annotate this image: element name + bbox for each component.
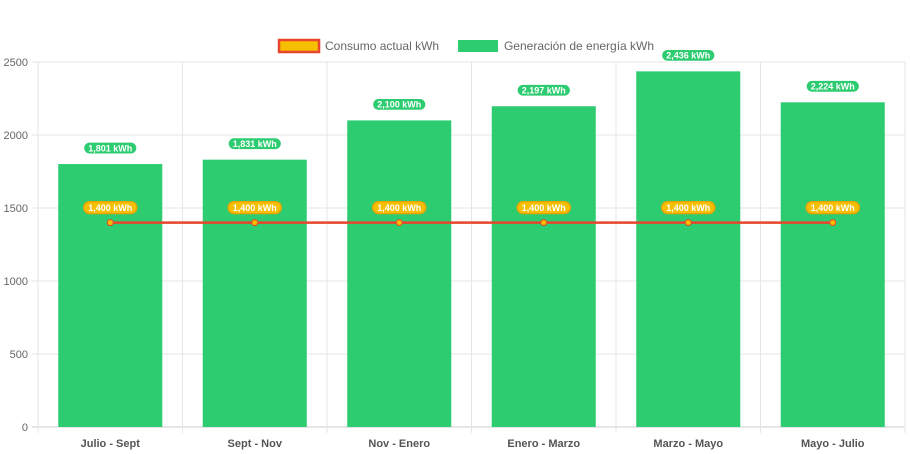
bar-data-label-bg bbox=[371, 97, 427, 112]
line-point-5[interactable] bbox=[829, 219, 837, 227]
line-data-label-bg bbox=[516, 201, 572, 215]
bar-data-label-bg bbox=[805, 79, 861, 93]
bar-data-label: 1,801 kWh bbox=[82, 141, 138, 155]
line-point-4[interactable] bbox=[684, 219, 692, 227]
bar-4[interactable] bbox=[636, 71, 741, 428]
x-tick-label: Enero - Marzo bbox=[507, 438, 580, 450]
line-data-label-text: 1,400 kWh bbox=[233, 203, 277, 213]
line-data-label: 1,400 kWh bbox=[660, 201, 716, 215]
line-data-label-text: 1,400 kWh bbox=[377, 203, 421, 213]
line-data-label-text: 1,400 kWh bbox=[88, 203, 132, 213]
bar-data-label: 2,197 kWh bbox=[516, 83, 572, 97]
bar-data-label-bg bbox=[82, 141, 138, 155]
line-data-label-text: 1,400 kWh bbox=[666, 203, 710, 213]
bar-3[interactable] bbox=[491, 106, 596, 427]
y-tick-label: 0 bbox=[22, 422, 28, 434]
y-tick-label: 1500 bbox=[4, 203, 28, 215]
bar-data-label: 1,831 kWh bbox=[227, 137, 283, 151]
bar-5[interactable] bbox=[780, 102, 885, 428]
legend-swatch-generacion bbox=[457, 40, 498, 52]
line-data-label-bg bbox=[227, 201, 283, 215]
y-tick-label: 500 bbox=[10, 349, 28, 361]
line-point-2[interactable] bbox=[395, 219, 403, 227]
bar-data-label: 2,224 kWh bbox=[805, 79, 861, 93]
x-tick-label: Sept - Nov bbox=[228, 438, 283, 450]
bar-data-label-text: 1,801 kWh bbox=[88, 143, 132, 153]
legend: Consumo actual kWh Generación de energía … bbox=[277, 38, 654, 54]
x-tick-label: Julio - Sept bbox=[81, 438, 141, 450]
bar-data-label-bg bbox=[660, 48, 716, 62]
legend-item-generacion[interactable]: Generación de energía kWh bbox=[457, 39, 654, 53]
y-tick-label: 1000 bbox=[4, 276, 28, 288]
bar-data-label-text: 2,436 kWh bbox=[666, 51, 710, 61]
legend-item-consumo[interactable]: Consumo actual kWh bbox=[277, 38, 439, 54]
bar-data-label-text: 2,224 kWh bbox=[811, 81, 855, 91]
bar-2[interactable] bbox=[347, 120, 452, 428]
y-tick-label: 2500 bbox=[4, 57, 28, 69]
bar-data-label-bg bbox=[227, 137, 283, 151]
line-data-label: 1,400 kWh bbox=[805, 201, 861, 215]
bar-series bbox=[58, 71, 885, 428]
line-data-label: 1,400 kWh bbox=[516, 201, 572, 215]
legend-label-consumo: Consumo actual kWh bbox=[325, 39, 439, 53]
line-series bbox=[106, 219, 837, 227]
bar-data-label-text: 1,831 kWh bbox=[233, 139, 277, 149]
legend-label-generacion: Generación de energía kWh bbox=[504, 39, 654, 53]
line-data-label-text: 1,400 kWh bbox=[811, 203, 855, 213]
line-data-label: 1,400 kWh bbox=[371, 201, 427, 215]
bar-data-label: 2,436 kWh bbox=[660, 48, 716, 62]
line-data-label: 1,400 kWh bbox=[227, 201, 283, 215]
data-labels: 1,801 kWh 1,831 kWh 2,100 kWh 2,197 kWh 2,43… bbox=[82, 48, 861, 215]
line-data-label: 1,400 kWh bbox=[82, 201, 138, 215]
x-tick-label: Nov - Enero bbox=[368, 438, 430, 450]
legend-swatch-consumo bbox=[277, 38, 321, 54]
x-tick-label: Mayo - Julio bbox=[801, 438, 865, 450]
x-tick-label: Marzo - Mayo bbox=[653, 438, 723, 450]
line-data-label-bg bbox=[660, 201, 716, 215]
bar-1[interactable] bbox=[202, 159, 307, 427]
bar-data-label-text: 2,197 kWh bbox=[522, 85, 566, 95]
line-data-label-text: 1,400 kWh bbox=[522, 203, 566, 213]
bar-data-label-text: 2,100 kWh bbox=[377, 100, 421, 110]
y-tick-label: 2000 bbox=[4, 130, 28, 142]
line-point-3[interactable] bbox=[540, 219, 548, 227]
line-point-1[interactable] bbox=[251, 219, 259, 227]
line-data-label-bg bbox=[805, 201, 861, 215]
bar-data-label-bg bbox=[516, 83, 572, 97]
line-data-label-bg bbox=[82, 201, 138, 215]
line-point-0[interactable] bbox=[106, 219, 114, 227]
grid bbox=[32, 61, 906, 433]
axes: 0 500 1000 1500 2000 2500 Julio - Sept Sept - N… bbox=[4, 57, 865, 450]
line-data-label-bg bbox=[371, 201, 427, 215]
bar-data-label: 2,100 kWh bbox=[371, 97, 427, 112]
